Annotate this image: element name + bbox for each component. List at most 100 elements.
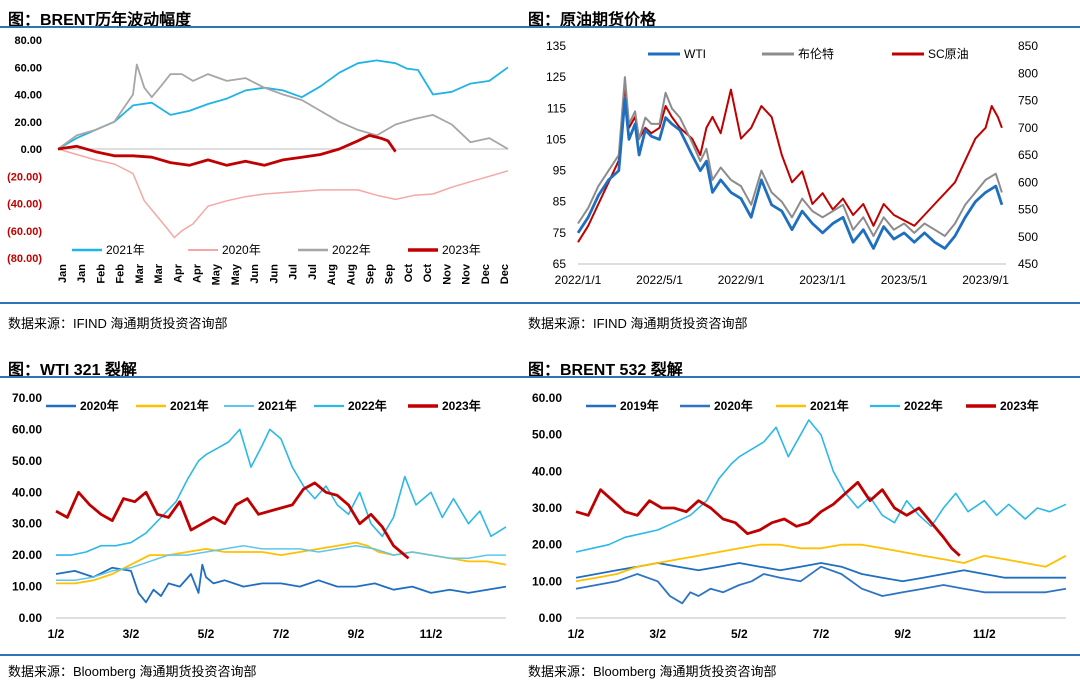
y-tick-label: 20.00 xyxy=(532,538,562,552)
source-note: 数据来源：Bloomberg 海通期货投资咨询部 xyxy=(8,664,257,679)
chart-title: 图：BRENT 532 裂解 xyxy=(528,362,683,379)
x-tick-label: Jan xyxy=(57,264,69,283)
panel-wti-321-crack: 图：WTI 321 裂解 70.00 60.00 50.00 40.00 30.00 20… xyxy=(0,348,520,681)
title-divider xyxy=(520,26,1080,28)
series-line xyxy=(57,148,509,239)
y-tick-label: 10.00 xyxy=(532,574,562,588)
x-tick-label: Dec xyxy=(480,264,492,284)
x-tick-label: 3/2 xyxy=(123,627,140,641)
x-tick-label: Jun xyxy=(249,264,261,284)
x-tick-label: Feb xyxy=(115,264,127,284)
x-tick-label: 5/2 xyxy=(731,627,748,641)
x-tick-label: Jun xyxy=(268,264,280,284)
y-tick-label: 40.00 xyxy=(14,90,42,102)
x-tick-label: 2023/5/1 xyxy=(881,273,928,287)
y-tick-label: 20.00 xyxy=(14,117,42,129)
y2-tick-label: 650 xyxy=(1018,148,1038,162)
x-tick-label: Nov xyxy=(441,263,453,285)
panel-brent-volatility: 图：BRENT历年波动幅度 80.00 60.00 40.00 20.00 0.00 (2… xyxy=(0,0,520,335)
title-divider xyxy=(0,26,520,28)
x-tick-label: 1/2 xyxy=(568,627,585,641)
source-divider xyxy=(520,654,1080,656)
y-tick-label: 105 xyxy=(546,132,566,146)
x-tick-label: 1/2 xyxy=(48,627,65,641)
x-tick-label: Apr xyxy=(192,263,204,283)
y2-tick-label: 700 xyxy=(1018,121,1038,135)
legend-label: 2023年 xyxy=(442,243,481,257)
y-tick-label: (60.00) xyxy=(7,226,42,238)
y2-tick-label: 750 xyxy=(1018,94,1038,108)
x-tick-label: 9/2 xyxy=(894,627,911,641)
y-tick-label: 60.00 xyxy=(12,422,42,436)
y2-tick-label: 600 xyxy=(1018,175,1038,189)
series-line xyxy=(575,543,1067,583)
source-divider xyxy=(0,654,520,656)
title-divider xyxy=(0,376,520,378)
x-tick-label: Sep xyxy=(384,264,396,284)
y2-tick-label: 850 xyxy=(1018,39,1038,53)
series-line xyxy=(577,76,1003,237)
series-line xyxy=(55,563,507,604)
series-line xyxy=(57,63,509,150)
y2-tick-label: 450 xyxy=(1018,257,1038,271)
y-tick-label: 80.00 xyxy=(14,35,42,47)
chart-crude-futures-prices: 135 125 115 105 95 85 75 65 850 800 750 700 650 600 55… xyxy=(546,39,1038,287)
chart-brent-532-crack: 60.00 50.00 40.00 30.00 20.00 10.00 0.00 1/2 3/2… xyxy=(532,391,1067,641)
source-note: 数据来源：IFIND 海通期货投资咨询部 xyxy=(8,316,228,331)
y-tick-label: 20.00 xyxy=(12,548,42,562)
x-tick-label: Jul xyxy=(288,264,300,280)
y2-tick-label: 800 xyxy=(1018,66,1038,80)
y-tick-label: 75 xyxy=(553,226,567,240)
legend-label: 2023年 xyxy=(1000,398,1039,413)
y-tick-label: (20.00) xyxy=(7,171,42,183)
y-tick-label: 70.00 xyxy=(12,391,42,405)
chart-title: 图：BRENT历年波动幅度 xyxy=(8,12,192,29)
y-tick-label: 135 xyxy=(546,39,566,53)
legend-label: 2020年 xyxy=(222,243,261,257)
y-tick-label: 125 xyxy=(546,70,566,84)
legend-label: 2021年 xyxy=(170,398,209,413)
y-tick-label: 60.00 xyxy=(532,391,562,405)
x-tick-label: Mar xyxy=(153,263,165,283)
x-tick-label: Apr xyxy=(172,263,184,283)
panel-crude-futures-prices: 图：原油期货价格 135 125 115 105 95 85 75 65 850 800 750 70… xyxy=(520,0,1080,335)
x-tick-label: Feb xyxy=(95,264,107,284)
x-tick-label: Jan xyxy=(76,264,88,283)
series-line xyxy=(575,419,1067,553)
series-line xyxy=(576,97,1004,250)
y-tick-label: 50.00 xyxy=(532,428,562,442)
legend-label: 2023年 xyxy=(442,398,481,413)
x-tick-label: Nov xyxy=(461,263,473,285)
x-tick-label: 2022/9/1 xyxy=(718,273,765,287)
y2-tick-label: 500 xyxy=(1018,230,1038,244)
chart-title: 图：原油期货价格 xyxy=(528,12,657,29)
legend-label: 布伦特 xyxy=(798,46,834,61)
legend-label: 2019年 xyxy=(620,398,659,413)
x-tick-label: 7/2 xyxy=(813,627,830,641)
legend-label: 2022年 xyxy=(332,243,371,257)
x-tick-label: 2023/1/1 xyxy=(799,273,846,287)
x-tick-label: 9/2 xyxy=(348,627,365,641)
y-tick-label: 85 xyxy=(553,195,567,209)
legend-label: SC原油 xyxy=(928,47,969,61)
source-note: 数据来源：Bloomberg 海通期货投资咨询部 xyxy=(528,664,777,679)
y-tick-label: (40.00) xyxy=(7,199,42,211)
y-tick-label: 30.00 xyxy=(532,501,562,515)
legend-label: 2021年 xyxy=(106,243,145,257)
y-tick-label: 65 xyxy=(553,257,567,271)
x-tick-label: Mar xyxy=(134,263,146,283)
x-tick-label: Aug xyxy=(345,264,357,285)
y-tick-label: 0.00 xyxy=(539,611,563,625)
legend-label: 2020年 xyxy=(80,398,119,413)
x-tick-label: 2023/9/1 xyxy=(962,273,1009,287)
x-tick-label: 5/2 xyxy=(198,627,215,641)
series-line xyxy=(55,481,410,560)
x-tick-label: 7/2 xyxy=(273,627,290,641)
series-line xyxy=(56,544,506,582)
legend-label: 2022年 xyxy=(348,398,387,413)
x-tick-label: May xyxy=(230,263,242,285)
source-divider xyxy=(520,302,1080,304)
y-tick-label: 60.00 xyxy=(14,62,42,74)
series-line xyxy=(56,428,507,556)
x-tick-label: May xyxy=(211,263,223,285)
